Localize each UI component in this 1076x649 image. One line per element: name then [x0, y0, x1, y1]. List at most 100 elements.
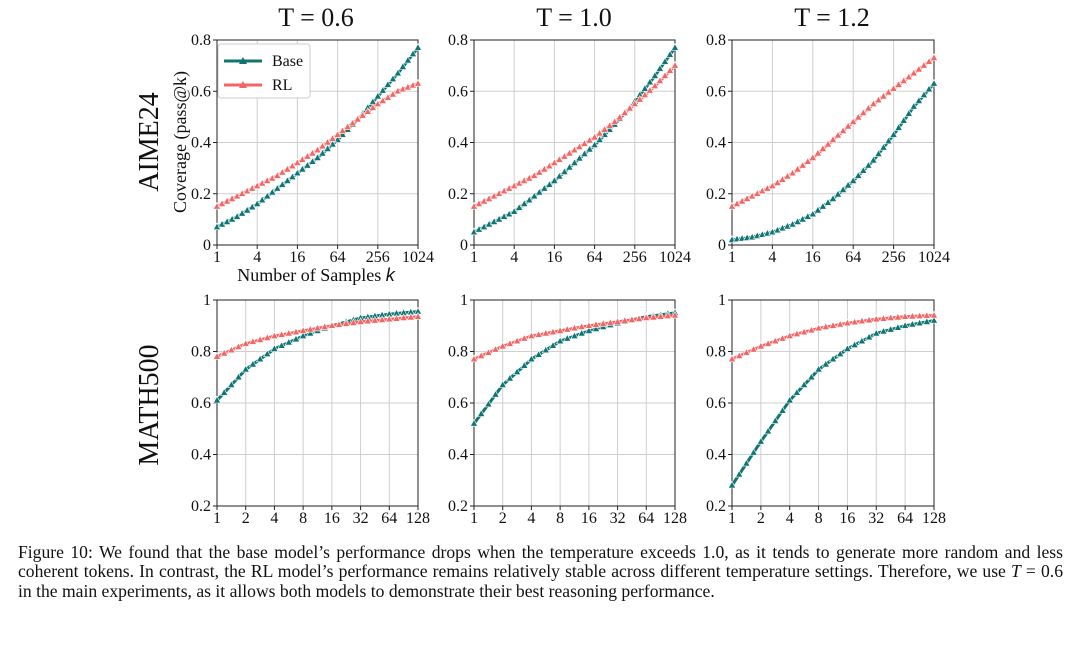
x-tick-label: 4 [768, 249, 776, 266]
y-tick-label: 1 [718, 292, 726, 309]
data-point-base [580, 149, 589, 157]
data-point-rl [363, 316, 372, 325]
data-point-rl [399, 313, 408, 321]
data-point-rl [813, 148, 823, 157]
data-point-rl [849, 117, 858, 125]
data-point-rl [854, 112, 863, 121]
x-tick-label: 8 [299, 510, 307, 527]
data-point-base [575, 153, 584, 162]
row-title-math500: MATH500 [134, 344, 165, 465]
data-point-rl [584, 321, 594, 329]
data-point-rl [814, 323, 823, 332]
data-point-rl [620, 316, 629, 324]
data-point-rl [512, 336, 522, 345]
data-point-rl [555, 326, 565, 334]
data-point-base [828, 194, 838, 202]
data-point-base [510, 207, 519, 215]
data-point-rl [591, 320, 601, 328]
data-point-rl [263, 333, 272, 341]
data-point-base [515, 203, 524, 211]
data-point-rl [838, 126, 848, 134]
plot-frame [731, 299, 935, 507]
data-point-base [584, 326, 594, 334]
data-point-rl [595, 128, 604, 137]
data-point-base [535, 187, 544, 196]
x-tick-label: 128 [406, 510, 430, 527]
y-tick-label: 0.2 [706, 498, 726, 515]
data-point-base [541, 345, 550, 354]
data-point-rl [843, 318, 852, 327]
data-point-rl [909, 68, 918, 77]
data-point-rl [635, 94, 644, 103]
data-point-rl [291, 327, 301, 336]
data-point-rl [922, 311, 931, 319]
data-point-base [383, 80, 393, 88]
data-point-rl [298, 326, 308, 334]
data-point-base [527, 354, 536, 363]
data-point-rl [227, 345, 236, 354]
data-point-rl [348, 118, 357, 127]
x-tick-label: 32 [610, 510, 626, 527]
data-point-base [660, 57, 670, 65]
data-point-rl [663, 311, 672, 319]
data-point-base [665, 50, 675, 58]
data-point-rl [836, 319, 845, 328]
data-point-rl [248, 337, 258, 345]
data-point-base [555, 336, 565, 345]
data-point-rl [477, 351, 486, 359]
y-axis-label: Coverage (pass@k) [170, 71, 191, 213]
data-point-rl [864, 315, 874, 324]
data-point-base [818, 201, 828, 210]
data-point-rl [342, 319, 351, 327]
data-point-rl [660, 71, 670, 79]
data-point-base [313, 153, 322, 161]
panel-aime-t12: 1 4 16 64 256 1024 0 0.2 0.4 0.6 0.8 [706, 32, 950, 266]
data-point-base [872, 328, 881, 337]
data-point-base [808, 209, 817, 218]
data-point-base [879, 142, 888, 151]
data-point-rl [627, 315, 637, 323]
data-point-base [650, 71, 660, 79]
data-point-rl [793, 164, 802, 173]
data-point-rl [670, 310, 680, 319]
data-point-rl [879, 314, 888, 322]
x-axis-label: Number of Samples k [237, 265, 395, 285]
y-tick-label: 0.8 [191, 32, 211, 49]
data-point-base [498, 380, 507, 388]
x-axis-label-text: Number of Samples [237, 265, 385, 285]
data-point-base [227, 380, 236, 388]
series-line-base [473, 46, 677, 234]
data-point-rl [541, 328, 550, 337]
x-tick-label: 64 [330, 249, 346, 266]
data-point-base [258, 195, 267, 204]
panel-math-t10: 1 2 4 8 16 32 64 128 0.2 0.4 0.6 0.8 1 [448, 292, 687, 527]
data-point-rl [727, 354, 737, 363]
data-point-rl [649, 312, 658, 321]
data-point-rl [413, 312, 423, 320]
data-point-rl [634, 314, 644, 322]
data-point-base [850, 340, 859, 348]
data-point-rl [886, 313, 895, 321]
x-tick-label: 64 [897, 510, 913, 527]
y-tick-label: 0.6 [448, 395, 468, 412]
data-point-base [742, 458, 751, 467]
data-point-base [591, 324, 601, 332]
data-point-rl [665, 66, 675, 74]
data-point-base [273, 183, 282, 192]
data-point-base [813, 205, 823, 214]
data-point-rl [234, 342, 243, 350]
data-point-rl [859, 108, 868, 116]
data-point-rl [874, 95, 883, 104]
data-point-base [749, 447, 758, 456]
data-point-rl [313, 145, 322, 154]
data-point-rl [413, 78, 423, 87]
data-point-base [843, 180, 853, 189]
data-point-base [212, 395, 222, 404]
data-point-rl [908, 311, 917, 320]
legend-rl-label: RL [272, 77, 292, 94]
data-point-rl [323, 137, 332, 146]
data-point-base [585, 144, 594, 153]
x-tick-label: 1024 [402, 249, 434, 266]
data-point-rl [818, 144, 828, 152]
data-point-base [778, 406, 787, 414]
